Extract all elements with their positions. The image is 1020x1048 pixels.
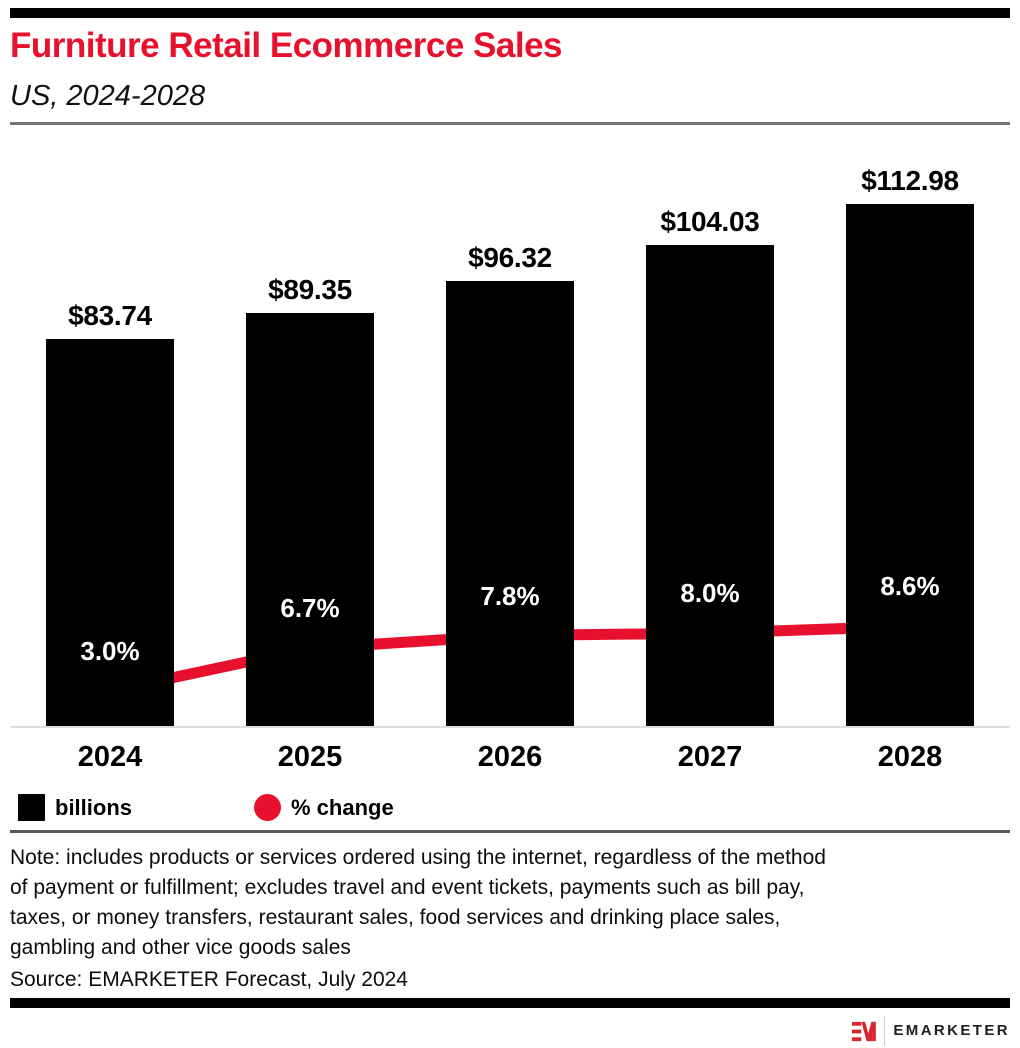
bar-value-label-2028: $112.98 bbox=[861, 165, 959, 197]
pct-label-2026: 7.8% bbox=[480, 580, 540, 611]
x-axis-line bbox=[10, 726, 1010, 728]
brand-wordmark: EMARKETER bbox=[893, 1022, 1010, 1039]
x-axis-label-2024: 2024 bbox=[77, 741, 143, 773]
emarketer-logo-icon bbox=[852, 1021, 876, 1041]
header-divider bbox=[10, 122, 1010, 125]
bar-2025 bbox=[246, 313, 374, 726]
emarketer-logo: EMARKETER bbox=[852, 1016, 1010, 1046]
source-line: Source: EMARKETER Forecast, July 2024 bbox=[10, 968, 408, 991]
bar-2028 bbox=[846, 204, 974, 726]
x-axis-label-2028: 2028 bbox=[877, 741, 943, 773]
note-line-2: of payment or fulfillment; excludes trav… bbox=[10, 876, 805, 899]
x-axis-label-2026: 2026 bbox=[477, 741, 543, 773]
bottom-rule bbox=[10, 998, 1010, 1008]
pct-label-2028: 8.6% bbox=[880, 571, 940, 602]
pct-label-2025: 6.7% bbox=[280, 593, 340, 624]
bar-2027 bbox=[646, 245, 774, 726]
chart-title: Furniture Retail Ecommerce Sales bbox=[10, 26, 563, 65]
legend: billions % change bbox=[18, 794, 394, 821]
note-divider bbox=[10, 830, 1010, 833]
note-line-1: Note: includes products or services orde… bbox=[10, 846, 826, 869]
legend-bar-label: billions bbox=[55, 795, 132, 820]
bar-2026 bbox=[446, 281, 574, 726]
legend-bar-swatch-icon bbox=[18, 794, 45, 821]
pct-label-2024: 3.0% bbox=[80, 636, 140, 667]
legend-line-label: % change bbox=[291, 795, 394, 820]
bar-value-label-2025: $89.35 bbox=[268, 274, 352, 306]
bar-value-label-2026: $96.32 bbox=[468, 242, 552, 273]
bar-2024 bbox=[46, 339, 174, 726]
x-axis-label-2027: 2027 bbox=[677, 741, 743, 773]
top-rule bbox=[10, 8, 1010, 18]
bar-value-label-2024: $83.74 bbox=[68, 300, 152, 332]
logo-divider bbox=[883, 1016, 886, 1046]
note-line-4: gambling and other vice goods sales bbox=[10, 936, 351, 959]
legend-line-swatch-icon bbox=[254, 794, 281, 821]
pct-label-2027: 8.0% bbox=[680, 578, 740, 609]
x-axis-label-2025: 2025 bbox=[277, 741, 343, 773]
chart-subtitle: US, 2024-2028 bbox=[10, 80, 206, 112]
note-line-3: taxes, or money transfers, restaurant sa… bbox=[10, 906, 781, 929]
bar-value-label-2027: $104.03 bbox=[660, 206, 760, 238]
